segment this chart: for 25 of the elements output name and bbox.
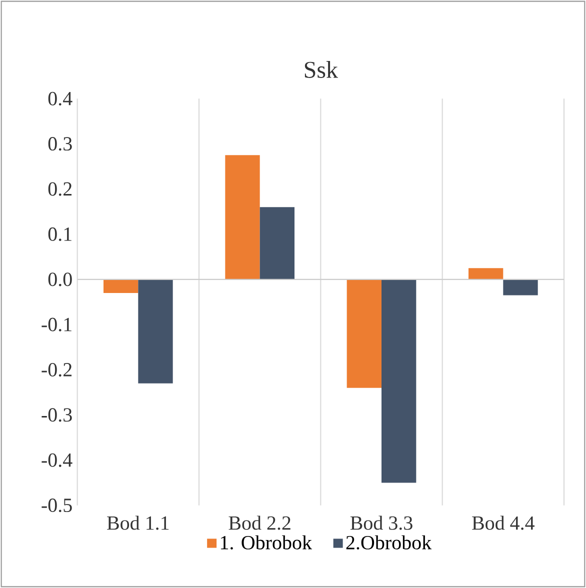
y-tick-label: -0.4 [42,453,72,467]
y-tick-label: -0.3 [42,408,72,422]
x-tick-label: Bod 1.1 [107,516,169,530]
y-tick-label: 0.1 [48,227,72,242]
bar [104,279,138,293]
y-tick-label: 0.2 [48,182,72,196]
bar [382,279,416,483]
y-tick-label: -0.2 [42,362,72,377]
chart-title: Ssk [304,61,338,78]
x-tick-label: Bod 4.4 [472,516,534,530]
legend-label: 2.Obrobok [346,535,432,550]
y-tick-label: 0.0 [48,272,72,286]
bar [503,279,538,296]
x-tick-label: Bod 2.2 [228,516,290,530]
bar [225,155,260,280]
y-tick-label: 0.4 [48,92,72,106]
x-tick-label: Bod 3.3 [350,516,412,530]
bar [468,268,504,280]
bar [138,279,173,384]
y-tick-label: -0.1 [42,318,72,332]
bar [346,279,382,388]
y-tick-label: 0.3 [48,137,72,151]
y-tick-label: -0.5 [42,498,72,512]
bar [260,207,294,280]
legend-label: 1. Obrobok [220,535,312,550]
